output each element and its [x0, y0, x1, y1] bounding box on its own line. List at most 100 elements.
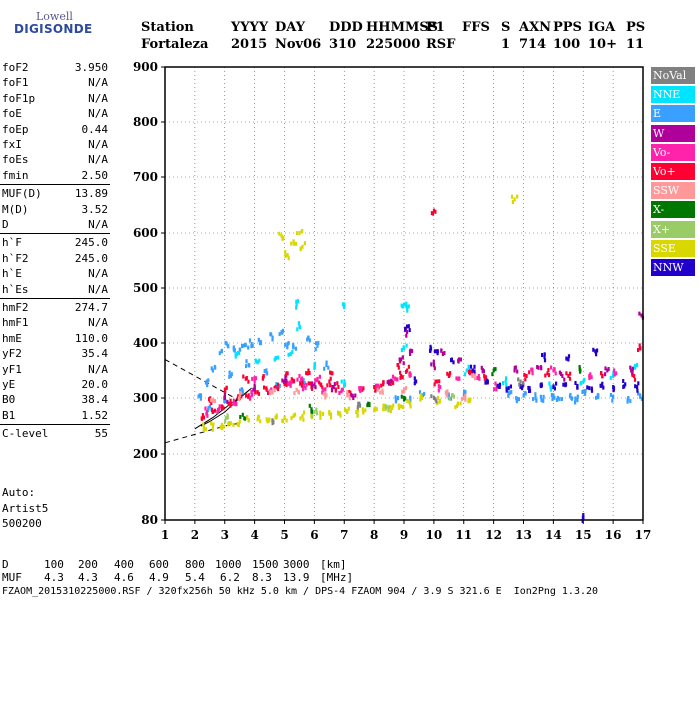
data-point-nne [400, 303, 403, 308]
data-point-noval [517, 377, 520, 382]
data-point-vo [318, 380, 321, 385]
data-point-e [228, 370, 231, 375]
data-point-nne [504, 379, 507, 384]
data-point-ssw [209, 398, 213, 403]
data-point-e [581, 390, 584, 394]
data-point-nnw [469, 364, 473, 369]
data-point-vo [321, 390, 324, 395]
data-point-e [218, 351, 221, 356]
legend-item-e: E [651, 105, 695, 123]
param-row: yE 20.0 [2, 377, 108, 393]
data-point-e [207, 406, 210, 410]
data-point-nnw [471, 368, 474, 373]
data-point-ssw [324, 395, 327, 400]
data-point-e [239, 388, 242, 393]
data-point-sse [299, 246, 302, 251]
data-point-x [224, 419, 227, 424]
data-point-vo [225, 385, 228, 390]
data-point-e [265, 368, 268, 373]
data-point-sse [301, 413, 304, 418]
data-point-sse [402, 405, 405, 409]
data-point-vo [524, 377, 527, 382]
data-point-ssw [379, 390, 382, 395]
data-point-w [398, 357, 401, 362]
model-curve-dashed-upper [164, 359, 240, 402]
data-point-sse [382, 407, 385, 412]
data-point-vo [254, 376, 258, 381]
footer-d-value: 1000 [215, 558, 242, 571]
data-point-w [629, 365, 632, 370]
data-point-w [311, 384, 314, 389]
data-point-vo [437, 384, 440, 389]
x-tick-label: 15 [575, 528, 592, 542]
data-point-sse [328, 410, 331, 414]
data-point-e [515, 396, 518, 401]
data-point-e [535, 398, 538, 403]
data-point-e [637, 391, 640, 396]
data-point-e [517, 397, 520, 402]
data-point-nne [549, 387, 553, 392]
data-point-sse [202, 428, 205, 432]
data-point-vo [324, 387, 327, 392]
footer-muf-value: 4.3 [44, 571, 64, 584]
data-point-sse [407, 399, 411, 404]
param-row: h`F2 245.0 [2, 251, 108, 267]
data-point-nnw [528, 386, 531, 391]
data-point-vo [308, 371, 311, 375]
data-point-e [627, 396, 630, 400]
data-point-vo [435, 379, 439, 384]
data-point-vo [253, 379, 256, 384]
data-point-e [292, 345, 295, 350]
data-point-x [451, 393, 454, 398]
data-point-noval [358, 403, 362, 408]
data-point-vo [276, 387, 280, 392]
data-point-sse [290, 416, 293, 421]
data-point-sse [205, 427, 208, 432]
data-point-x [224, 416, 227, 421]
param-separator [0, 424, 110, 426]
data-point-vo [307, 368, 310, 373]
data-point-ssw [460, 396, 463, 401]
data-point-e [409, 399, 412, 404]
data-point-e [287, 341, 290, 345]
data-point-w [443, 351, 446, 355]
data-point-e [540, 398, 543, 403]
data-point-vo [588, 376, 591, 381]
data-point-e [271, 337, 274, 342]
data-point-w [285, 378, 288, 383]
data-point-w [388, 379, 391, 384]
data-point-e [308, 338, 311, 343]
data-point-vo [565, 371, 568, 376]
data-point-sse [256, 417, 259, 422]
data-point-x [400, 394, 403, 399]
data-point-ssw [376, 387, 379, 392]
data-point-w [223, 395, 226, 400]
param-value: 274.7 [74, 301, 108, 314]
param-value: 13.89 [74, 187, 108, 201]
data-point-nne [612, 370, 615, 375]
param-value: N/A [88, 316, 108, 330]
data-point-w [253, 387, 256, 392]
param-row: foEp 0.44 [2, 122, 108, 138]
data-point-sse [419, 395, 422, 400]
data-point-e [210, 366, 213, 371]
data-point-e [325, 363, 328, 367]
model-curve-dashed-lower [164, 422, 240, 444]
data-point-nne [297, 321, 300, 326]
y-tick-label: 500 [133, 281, 158, 295]
data-point-sse [356, 413, 359, 418]
data-point-sse [329, 412, 332, 417]
data-point-nne [341, 302, 345, 307]
data-point-vo [267, 391, 270, 395]
data-point-noval [357, 401, 360, 406]
data-point-vo [307, 381, 310, 386]
data-point-w [560, 372, 563, 376]
data-point-vo [285, 371, 288, 376]
data-point-vo [567, 374, 570, 378]
footer-d-value: 400 [114, 558, 134, 571]
data-point-e [275, 382, 278, 387]
data-point-w [409, 352, 412, 356]
data-point-vo [401, 375, 404, 380]
data-point-sse [295, 231, 299, 236]
data-point-nnw [552, 384, 555, 389]
